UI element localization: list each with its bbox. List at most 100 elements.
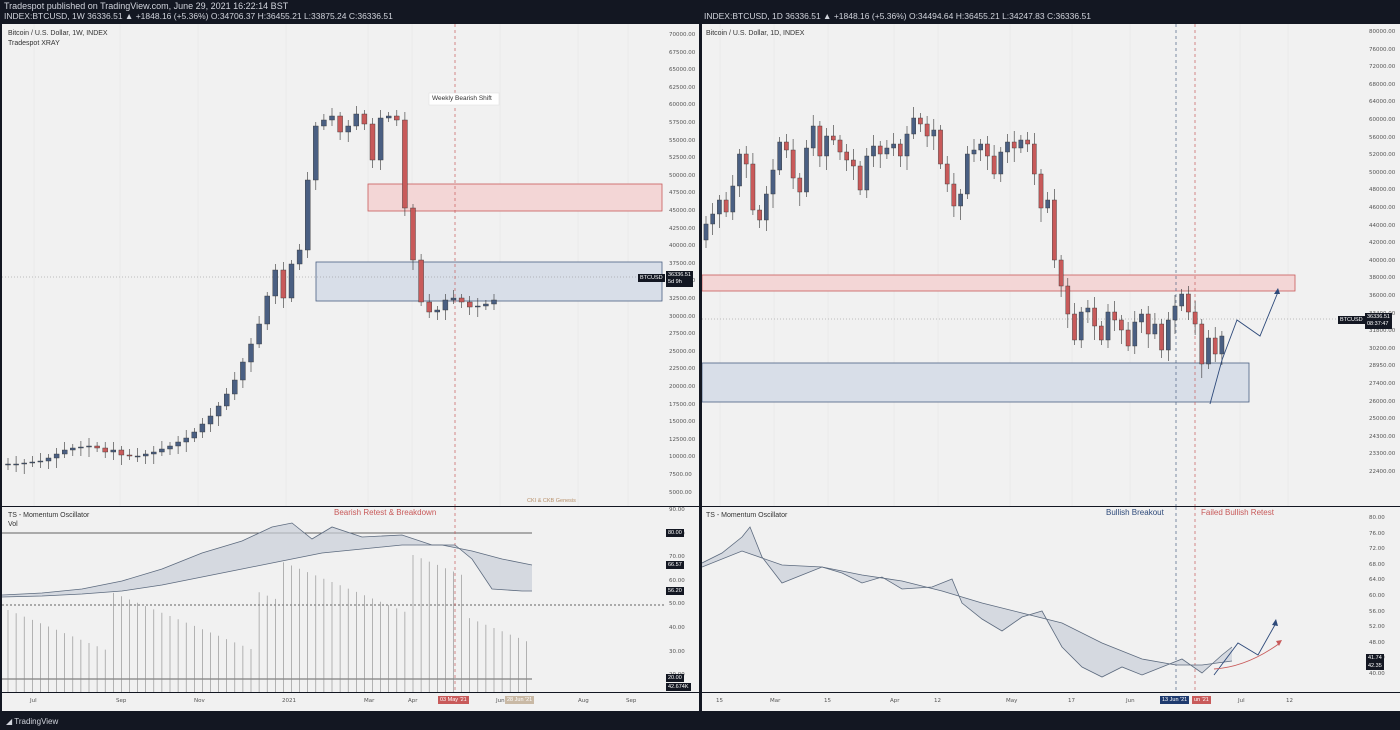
candle-body (851, 159, 856, 167)
candle-body (938, 129, 943, 165)
price-tick: 38000.00 (1369, 275, 1396, 282)
time-badge: 03 May '21 (438, 696, 469, 704)
osc-tick: 56.00 (1369, 608, 1385, 615)
price-tick: 17500.00 (669, 401, 696, 408)
candle-body (978, 143, 984, 151)
price-tick: 27500.00 (669, 331, 696, 338)
candle-body (1058, 259, 1064, 287)
candle-body (1132, 321, 1138, 347)
candle-body (897, 143, 903, 157)
time-tick: 17 (1068, 698, 1075, 704)
osc-tick: 60.00 (669, 577, 685, 584)
candle-body (475, 305, 481, 308)
candle-body (1072, 313, 1077, 341)
price-tick: 44000.00 (1369, 222, 1396, 229)
price-tick: 52000.00 (1369, 152, 1396, 159)
osc-tick: 48.00 (1369, 639, 1385, 646)
candle-body (797, 177, 803, 193)
tradingview-logo[interactable]: ◢ TradingView (6, 717, 59, 726)
osc-tick: 40.00 (669, 625, 685, 631)
candle-body (931, 129, 937, 137)
candle-body (434, 309, 440, 313)
price-tick: 20000.00 (669, 384, 696, 390)
right-ticker-line: INDEX:BTCUSD, 1D 36336.51 ▲ +1848.16 (+5… (704, 11, 1091, 21)
price-tick: 56000.00 (1369, 134, 1396, 141)
candle-body (1192, 311, 1198, 325)
candle-body (142, 453, 149, 457)
candle-body (410, 207, 416, 261)
right-osc-axis[interactable]: 80.00 76.00 72.00 68.00 64.00 60.00 56.00 52.00… (1365, 507, 1400, 692)
candle-body (1038, 173, 1044, 209)
candle-body (1105, 311, 1111, 341)
candle-body (329, 115, 335, 121)
left-price-pane[interactable]: Bitcoin / U.S. Dollar, 1W, INDEX Tradesp… (2, 24, 665, 506)
osc-tick: 64.00 (1369, 577, 1385, 584)
price-tick: 47500.00 (669, 190, 696, 197)
candle-body (167, 445, 173, 450)
left-time-axis[interactable]: Jul Sep Nov 2021 Mar Apr Jun Aug Sep 03 May '21 28… (2, 693, 699, 711)
candle-body (904, 133, 910, 157)
candle-body (215, 405, 222, 417)
candle-body (784, 141, 789, 151)
candle-body (394, 115, 400, 121)
candle-body (483, 303, 489, 307)
price-tick: 57500.00 (669, 120, 696, 126)
candle-body (377, 117, 384, 161)
candle-body (864, 155, 870, 191)
candle-body (951, 183, 957, 207)
right-price-pane[interactable]: Bitcoin / U.S. Dollar, 1D, INDEX (702, 24, 1365, 506)
candle-body (1112, 311, 1118, 321)
price-tick: 60000.00 (669, 102, 696, 109)
left-price-value-badge: 36336.51 5d 9h (666, 271, 693, 287)
price-tick: 76000.00 (1369, 46, 1396, 53)
candle-body (857, 165, 863, 191)
candle-body (159, 448, 165, 453)
supply-zone (367, 183, 663, 212)
candle-body (361, 113, 368, 125)
osc-tick: 68.00 (1369, 561, 1385, 568)
candle-body (998, 151, 1004, 175)
candle-body (21, 462, 27, 465)
right-price-badge: BTCUSD (1338, 316, 1365, 324)
candle-body (264, 295, 270, 325)
left-price-axis[interactable]: 70000.00 67500.00 65000.00 62500.00 60000.00… (665, 24, 699, 506)
price-tick: 31800.00 (1369, 328, 1396, 335)
left-osc-axis[interactable]: 90.00 80.00 70.00 60.00 50.00 40.00 30.00 20.00… (665, 507, 699, 692)
candle-body (985, 143, 990, 157)
left-oscillator-chart (2, 507, 665, 692)
candle-body (94, 445, 100, 449)
time-badge: un '21 (1192, 696, 1211, 704)
right-price-axis[interactable]: 80000.00 76000.00 72000.00 68000.00 64000.00… (1365, 24, 1400, 506)
right-oscillator-pane[interactable]: TS - Momentum Oscillator Bullish Breakou… (702, 507, 1365, 692)
osc-tick: 80.00 (1369, 515, 1385, 521)
time-badge: 13 Jun '21 (1160, 696, 1190, 704)
left-oscillator-pane[interactable]: TS - Momentum Oscillator Vol Bearish Ret… (2, 507, 665, 692)
candle-body (770, 169, 776, 195)
candle-body (703, 223, 709, 241)
candle-body (730, 185, 736, 213)
candle-body (102, 447, 108, 453)
time-tick: Aug (578, 698, 589, 704)
candle-body (911, 117, 917, 135)
time-tick: 15 (716, 698, 723, 704)
price-tick: 25000.00 (1369, 416, 1396, 423)
bearish-retest-label: Bearish Retest & Breakdown (334, 508, 437, 517)
candle-body (207, 415, 214, 425)
osc-value-badge: 42.35 (1366, 662, 1384, 670)
candle-body (958, 193, 963, 207)
candle-body (256, 323, 262, 345)
candle-body (37, 460, 44, 463)
candle-body (353, 113, 359, 127)
candle-body (918, 117, 923, 125)
candle-body (191, 431, 198, 439)
price-tick: 15000.00 (669, 419, 696, 426)
right-price-chart (702, 24, 1365, 506)
candle-body (871, 145, 876, 157)
right-time-axis[interactable]: 15 Mar 15 Apr 12 May 17 Jun Jul 12 13 Jun '21 un '2… (702, 693, 1400, 711)
candle-body (1172, 305, 1178, 321)
candle-body (817, 125, 823, 157)
candle-body (1092, 307, 1097, 327)
price-tick: 50000.00 (1369, 169, 1396, 176)
candle-body (1179, 293, 1185, 307)
price-tick: 40000.00 (669, 243, 696, 250)
